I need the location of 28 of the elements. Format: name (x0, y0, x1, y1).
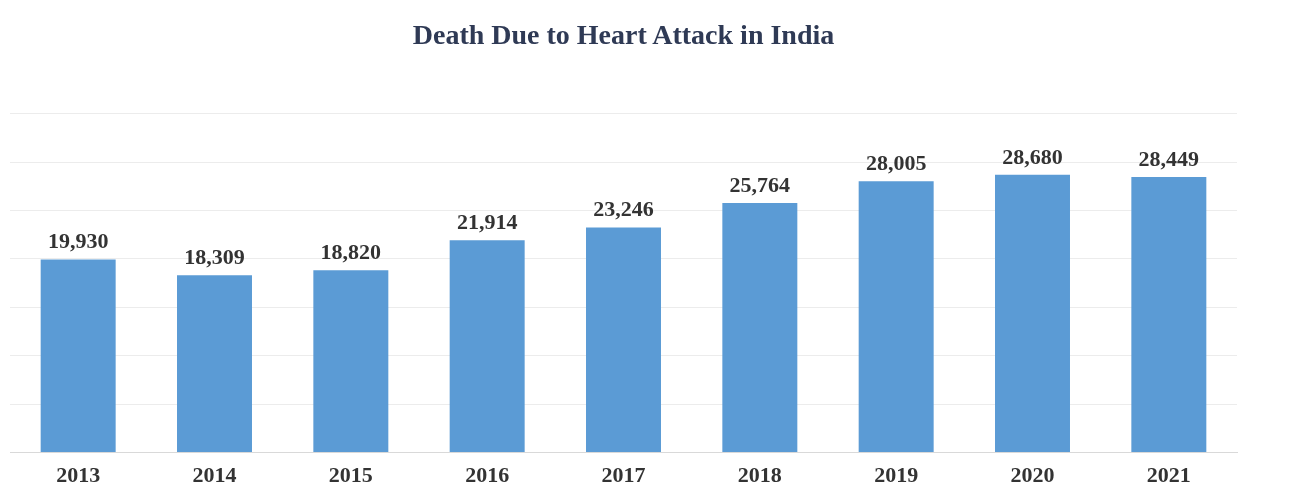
x-tick-label: 2013 (56, 462, 101, 488)
bar (586, 227, 661, 453)
bar (177, 275, 252, 453)
data-label: 18,820 (320, 239, 382, 264)
bar (995, 174, 1070, 453)
bar (858, 181, 934, 453)
x-tick-label: 2019 (874, 462, 919, 488)
data-label: 23,246 (593, 196, 654, 222)
data-label: 18,309 (184, 243, 245, 269)
x-tick-label: 2014 (192, 462, 237, 488)
x-tick-label: 2017 (601, 462, 646, 488)
data-label: 25,764 (729, 171, 791, 197)
bar (1131, 177, 1207, 453)
data-label: 28,680 (1002, 143, 1063, 169)
x-tick-label: 2020 (1010, 462, 1055, 488)
data-label: 28,449 (1138, 145, 1200, 171)
chart-title: Death Due to Heart Attack in India (412, 19, 835, 51)
bar (449, 240, 525, 453)
x-tick-label: 2015 (328, 462, 373, 488)
x-tick-label: 2018 (737, 462, 782, 488)
data-label: 28,005 (865, 150, 927, 176)
data-label: 19,930 (47, 228, 109, 254)
bar (40, 259, 116, 453)
data-label: 21,914 (456, 209, 518, 235)
x-tick-label: 2021 (1146, 462, 1191, 488)
bar (313, 270, 389, 453)
x-tick-label: 2016 (465, 462, 510, 488)
bar (722, 203, 798, 453)
